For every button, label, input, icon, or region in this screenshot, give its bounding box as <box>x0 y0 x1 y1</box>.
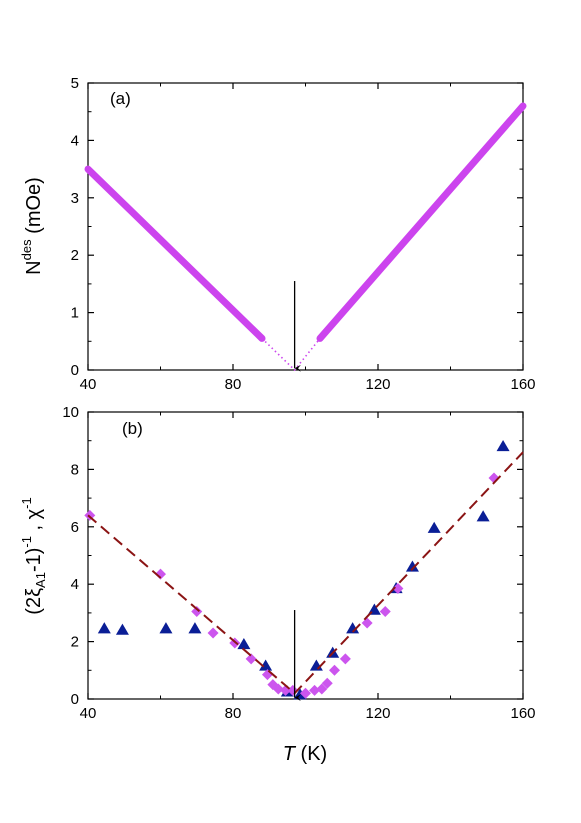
y-axis-title-b-sup2: -1 <box>19 497 34 509</box>
x-axis-title: T (K) <box>283 743 327 765</box>
y-tick-label-a: 2 <box>71 247 79 264</box>
y-axis-title-a: Ndes (mOe) <box>19 177 45 275</box>
x-axis-title-rest: (K) <box>295 743 327 765</box>
x-tick-label-b: 160 <box>510 705 535 722</box>
triangle-point <box>115 623 129 635</box>
triangle-point <box>346 622 360 634</box>
y-tick-label-b: 10 <box>62 404 79 421</box>
y-tick-label-a: 5 <box>71 75 79 92</box>
panel-a: 40 80 120 160 0 1 2 3 4 5 (a) Ndes (mOe) <box>19 75 536 393</box>
series-line-a-2 <box>261 337 321 372</box>
diamond-point <box>329 664 340 676</box>
diamond-point <box>339 653 351 665</box>
series-a <box>84 102 527 372</box>
triangle-point <box>259 659 273 671</box>
series-line-a-0 <box>84 165 266 342</box>
y-axis-title-a-main: N <box>23 260 45 274</box>
diamond-point <box>309 684 321 696</box>
series-line-a-1 <box>316 102 527 342</box>
triangle-point <box>476 510 490 522</box>
y-axis-title-a-sup: des <box>19 239 34 260</box>
x-axis-title-italic: T <box>283 743 297 765</box>
diamond-point <box>207 627 219 639</box>
triangle-point <box>97 622 111 634</box>
y-tick-label-b: 6 <box>71 519 79 536</box>
panel-label-a: (a) <box>110 89 131 108</box>
plot-frame-b <box>87 411 524 700</box>
y-axis-title-b-pre: (2ξ <box>23 588 45 615</box>
ticks-b: 40 80 120 160 0 2 4 6 8 10 <box>62 404 535 722</box>
diamond-point <box>361 617 373 629</box>
y-axis-title-b-mid: -1) <box>23 548 45 572</box>
x-tick-label-a: 120 <box>365 376 390 393</box>
y-tick-label-b: 0 <box>71 691 79 708</box>
diamond-point <box>392 583 404 595</box>
series-b <box>84 439 524 702</box>
y-axis-title-b-comma: , χ <box>23 508 45 536</box>
x-tick-label-a: 40 <box>80 376 97 393</box>
triangle-point <box>188 622 202 634</box>
y-tick-label-a: 3 <box>71 190 79 207</box>
diamond-point <box>272 683 284 695</box>
diamond-point <box>245 653 257 665</box>
y-axis-title-a-rest: (mOe) <box>23 177 45 239</box>
y-tick-label-a: 0 <box>71 362 79 379</box>
x-tick-label-b: 120 <box>365 705 390 722</box>
y-axis-title-b-sub: A1 <box>33 572 48 588</box>
series-line-b-2 <box>87 451 524 695</box>
y-tick-label-a: 4 <box>71 132 79 149</box>
triangle-point <box>237 637 251 650</box>
diamond-point <box>261 669 273 681</box>
diamond-point <box>300 687 311 699</box>
x-tick-label-a: 160 <box>510 376 535 393</box>
triangle-point <box>496 439 510 452</box>
diamond-point <box>155 568 166 580</box>
diamond-point <box>379 605 391 617</box>
x-tick-label-a: 80 <box>225 376 242 393</box>
diamond-point <box>191 605 203 617</box>
x-tick-label-b: 80 <box>225 705 242 722</box>
ticks-a: 40 80 120 160 0 1 2 3 4 5 <box>71 75 536 393</box>
triangle-point <box>405 560 419 572</box>
panel-label-b: (b) <box>122 419 143 438</box>
triangle-point <box>427 521 441 533</box>
triangle-point <box>159 622 173 634</box>
plot-frame-a <box>87 82 524 371</box>
y-tick-label-b: 4 <box>71 576 79 593</box>
y-tick-label-b: 8 <box>71 461 79 478</box>
diamond-point <box>321 677 333 689</box>
y-axis-title-b-sup1: -1 <box>19 536 34 548</box>
y-tick-label-a: 1 <box>71 305 79 322</box>
y-tick-label-b: 2 <box>71 634 79 651</box>
y-axis-title-b: (2ξA1-1)-1 , χ-1 <box>19 497 48 614</box>
diamond-point <box>316 683 328 695</box>
x-tick-label-b: 40 <box>80 705 97 722</box>
